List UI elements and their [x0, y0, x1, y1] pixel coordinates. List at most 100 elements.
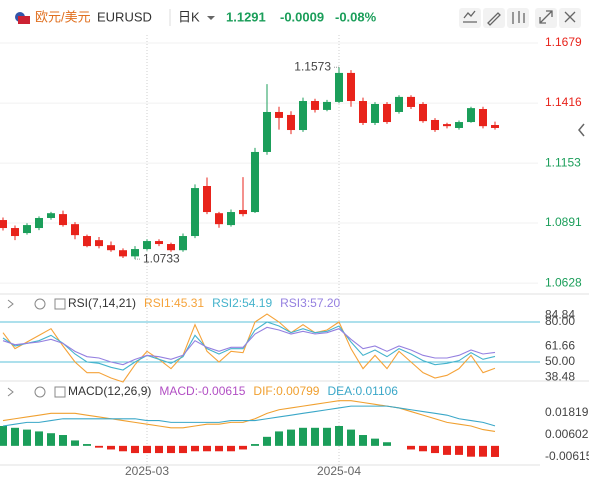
candle-body: [371, 103, 379, 123]
instrument-name[interactable]: 欧元/美元: [35, 9, 91, 24]
histogram-bar: [23, 429, 31, 446]
candle-body: [47, 213, 55, 218]
histogram-bar: [227, 445, 235, 452]
close-button[interactable]: [559, 8, 581, 28]
y-tick-label: 38.48: [545, 370, 575, 384]
draw-button[interactable]: [483, 8, 505, 28]
histogram-bar: [83, 444, 91, 446]
candle-body: [407, 96, 415, 107]
histogram-bar: [203, 445, 211, 452]
candle-body: [143, 241, 151, 250]
change: -0.0009: [280, 9, 324, 24]
legend-label: DEA:0.01106: [327, 384, 398, 398]
y-tick-label: 0.00602: [545, 427, 589, 441]
toolbar: 欧元/美元 EURUSD 日K 1.1291 -0.0009 -0.08%: [15, 8, 585, 137]
candle-body: [443, 124, 451, 127]
y-tick-label: 80.00: [545, 314, 575, 328]
candle-body: [0, 220, 7, 229]
x-tick-label: 2025-04: [317, 464, 361, 478]
candle-body: [155, 241, 163, 245]
histogram-bar: [263, 436, 271, 446]
histogram-bar: [371, 438, 379, 446]
histogram-bar: [0, 425, 7, 446]
histogram-bar: [179, 445, 187, 454]
candle-body: [179, 236, 187, 251]
histogram-bar: [479, 445, 487, 457]
candle-body: [419, 103, 427, 122]
period[interactable]: 日K: [178, 9, 200, 24]
candle-body: [455, 122, 463, 128]
y-tick-label: 84.84: [545, 308, 575, 322]
candle-body: [11, 228, 19, 237]
legend-label: MACD:-0.00615: [159, 384, 245, 398]
visibility-icon: [54, 386, 66, 398]
y-tick-label: 1.0891: [545, 215, 582, 229]
histogram-bar: [167, 445, 175, 454]
collapse-arrow[interactable]: [578, 123, 585, 137]
histogram-bar: [491, 445, 499, 457]
candle-body: [167, 244, 175, 251]
chart-type-icon: [512, 11, 525, 24]
histogram-bar: [419, 445, 427, 452]
histogram-bar: [59, 435, 67, 446]
histogram-bar: [359, 435, 367, 446]
histogram-bar: [311, 427, 319, 446]
indicator-title: MACD(12,26,9): [68, 384, 151, 398]
flag-icon: [18, 16, 30, 24]
y-tick-label: 1.1153: [545, 155, 581, 169]
candle-body: [395, 96, 403, 112]
histogram-bar: [431, 445, 439, 454]
chart-type-button[interactable]: [507, 8, 529, 28]
change-pct: -0.08%: [335, 9, 377, 24]
histogram-bar: [155, 445, 163, 454]
settings-icon: [34, 386, 46, 398]
legend-label: DIF:0.00799: [253, 384, 319, 398]
candle-body: [119, 250, 127, 257]
y-tick-label: 50.00: [545, 354, 575, 368]
candle-body: [227, 212, 235, 226]
histogram-bar: [287, 429, 295, 446]
candle-body: [359, 101, 367, 123]
legend-label: RSI2:54.19: [212, 296, 272, 310]
y-tick-label: 0.01819: [545, 405, 589, 419]
symbol[interactable]: EURUSD: [97, 9, 152, 24]
histogram-bar: [119, 445, 127, 452]
dropdown-arrow[interactable]: [207, 16, 215, 20]
candle-body: [131, 249, 139, 257]
x-tick-label: 2025-03: [125, 464, 169, 478]
y-tick-label: 1.1416: [545, 95, 582, 109]
annotation-label: 1.0733: [143, 251, 180, 265]
histogram-bar: [323, 427, 331, 446]
histogram-bar: [467, 445, 475, 457]
histogram-bar: [215, 445, 223, 452]
annotation-label: 1.1573: [294, 59, 331, 73]
histogram-bar: [47, 433, 55, 446]
candle-body: [107, 245, 115, 251]
histogram-bar: [239, 445, 247, 450]
candle-body: [23, 225, 31, 234]
indicator-line: [2, 313, 496, 383]
histogram-bar: [35, 431, 43, 446]
panel: 0.01819 0.00602 -0.00615 MACD(12,26,9) MACD:…: [0, 384, 589, 463]
settings-icon: [34, 298, 46, 310]
histogram-bar: [275, 431, 283, 446]
candle-body: [191, 188, 199, 237]
histogram-bar: [299, 427, 307, 446]
histogram-bar: [191, 445, 199, 452]
candle-body: [35, 217, 43, 229]
legend-label: RSI1:45.31: [144, 296, 204, 310]
candle-body: [203, 186, 211, 213]
histogram-bar: [347, 429, 355, 446]
candle-body: [71, 224, 79, 236]
histogram-bar: [251, 444, 259, 446]
candle-body: [239, 209, 247, 215]
y-tick-label: -0.00615: [545, 449, 589, 463]
collapse-icon: [7, 387, 14, 397]
histogram-bar: [131, 445, 139, 454]
candle-body: [59, 214, 67, 226]
indicator-button[interactable]: [459, 8, 481, 28]
indicator-line: [2, 400, 496, 432]
